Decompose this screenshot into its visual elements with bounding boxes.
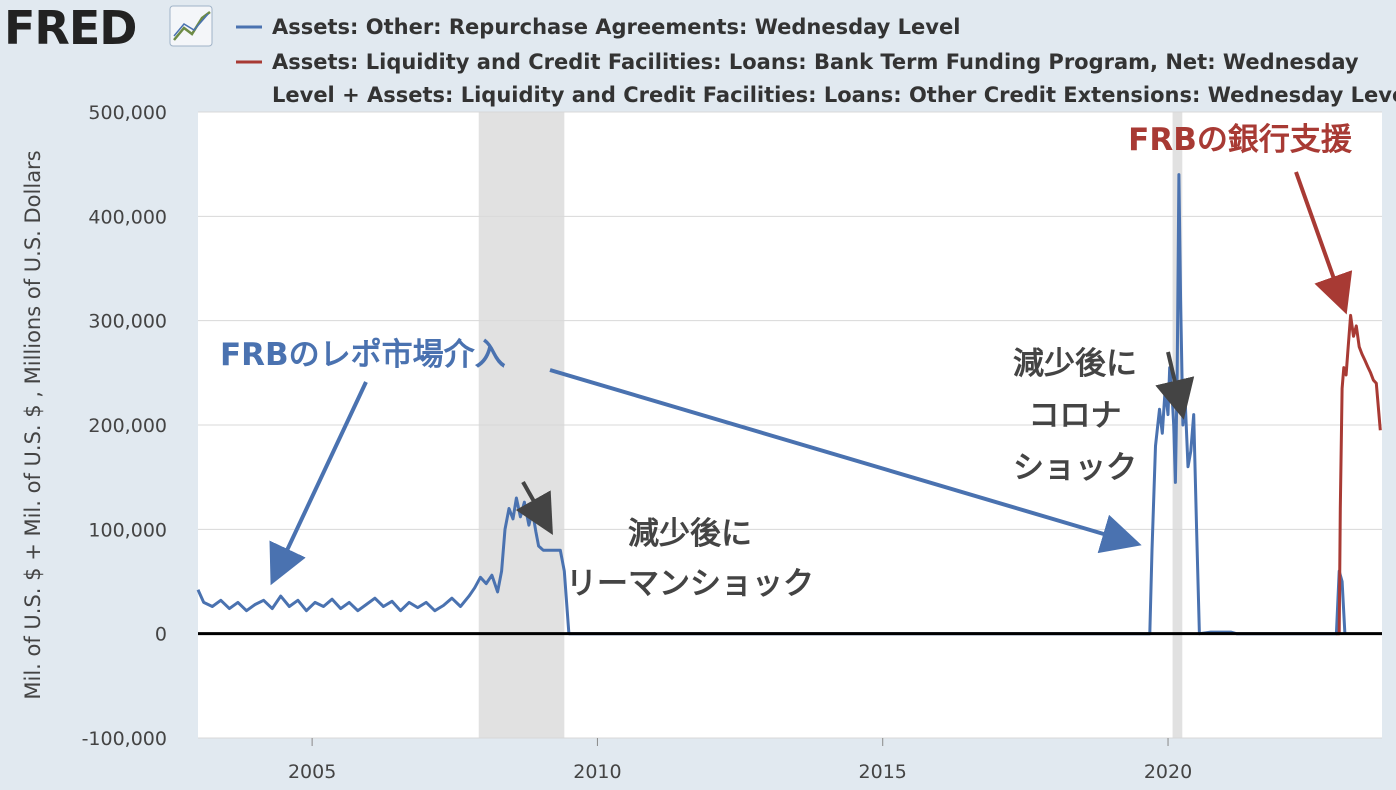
y-tick-label: 500,000: [88, 102, 167, 124]
x-tick-label: 2020: [1144, 761, 1192, 783]
annotation-bank: FRBの銀行支援: [1128, 122, 1353, 158]
x-axis-ticks: 2005 2010 2015 2020: [288, 738, 1192, 783]
lehman-arrow: [515, 481, 553, 535]
repo-arrow-left: [269, 381, 368, 586]
legend: Assets: Other: Repurchase Agreements: We…: [236, 15, 1396, 107]
corona-arrow: [1155, 351, 1195, 420]
annotation-lehman-line2: リーマンショック: [566, 566, 814, 602]
legend-label-btfp-line1: Assets: Liquidity and Credit Facilities:…: [272, 50, 1359, 74]
annotation-corona-line3: ショック: [1013, 450, 1137, 486]
legend-label-repo: Assets: Other: Repurchase Agreements: We…: [272, 15, 960, 39]
legend-label-btfp-line2: Level + Assets: Liquidity and Credit Fac…: [272, 83, 1396, 107]
y-axis-ticks: -100,000 0 100,000 200,000 300,000 400,000 500…: [82, 102, 167, 750]
line-graph-icon: [169, 5, 213, 47]
y-tick-label: 400,000: [88, 206, 167, 228]
bank-arrow: [1294, 171, 1353, 315]
repo-arrow-right: [549, 368, 1142, 554]
logo-text: FRED: [4, 1, 136, 55]
y-tick-label: 200,000: [88, 415, 167, 437]
y-tick-label: 100,000: [88, 519, 167, 541]
annotation-repo: FRBのレポ市場介入: [220, 337, 506, 373]
annotation-corona-line2: コロナ: [1029, 398, 1122, 434]
y-tick-label: -100,000: [82, 728, 167, 750]
annotation-lehman-line1: 減少後に: [628, 516, 752, 552]
annotation-corona-line1: 減少後に: [1013, 346, 1137, 382]
series-line-btfp: [1336, 313, 1382, 636]
fred-logo[interactable]: FRED: [4, 1, 213, 55]
annotation-arrows: [269, 171, 1353, 586]
y-tick-label: 0: [155, 624, 167, 646]
x-tick-label: 2015: [859, 761, 907, 783]
x-tick-label: 2005: [288, 761, 336, 783]
x-tick-label: 2010: [573, 761, 621, 783]
y-axis-label: Mil. of U.S. $ + Mil. of U.S. $ , Millio…: [21, 150, 45, 699]
grid-lines: [198, 111, 1382, 739]
y-tick-label: 300,000: [88, 311, 167, 333]
